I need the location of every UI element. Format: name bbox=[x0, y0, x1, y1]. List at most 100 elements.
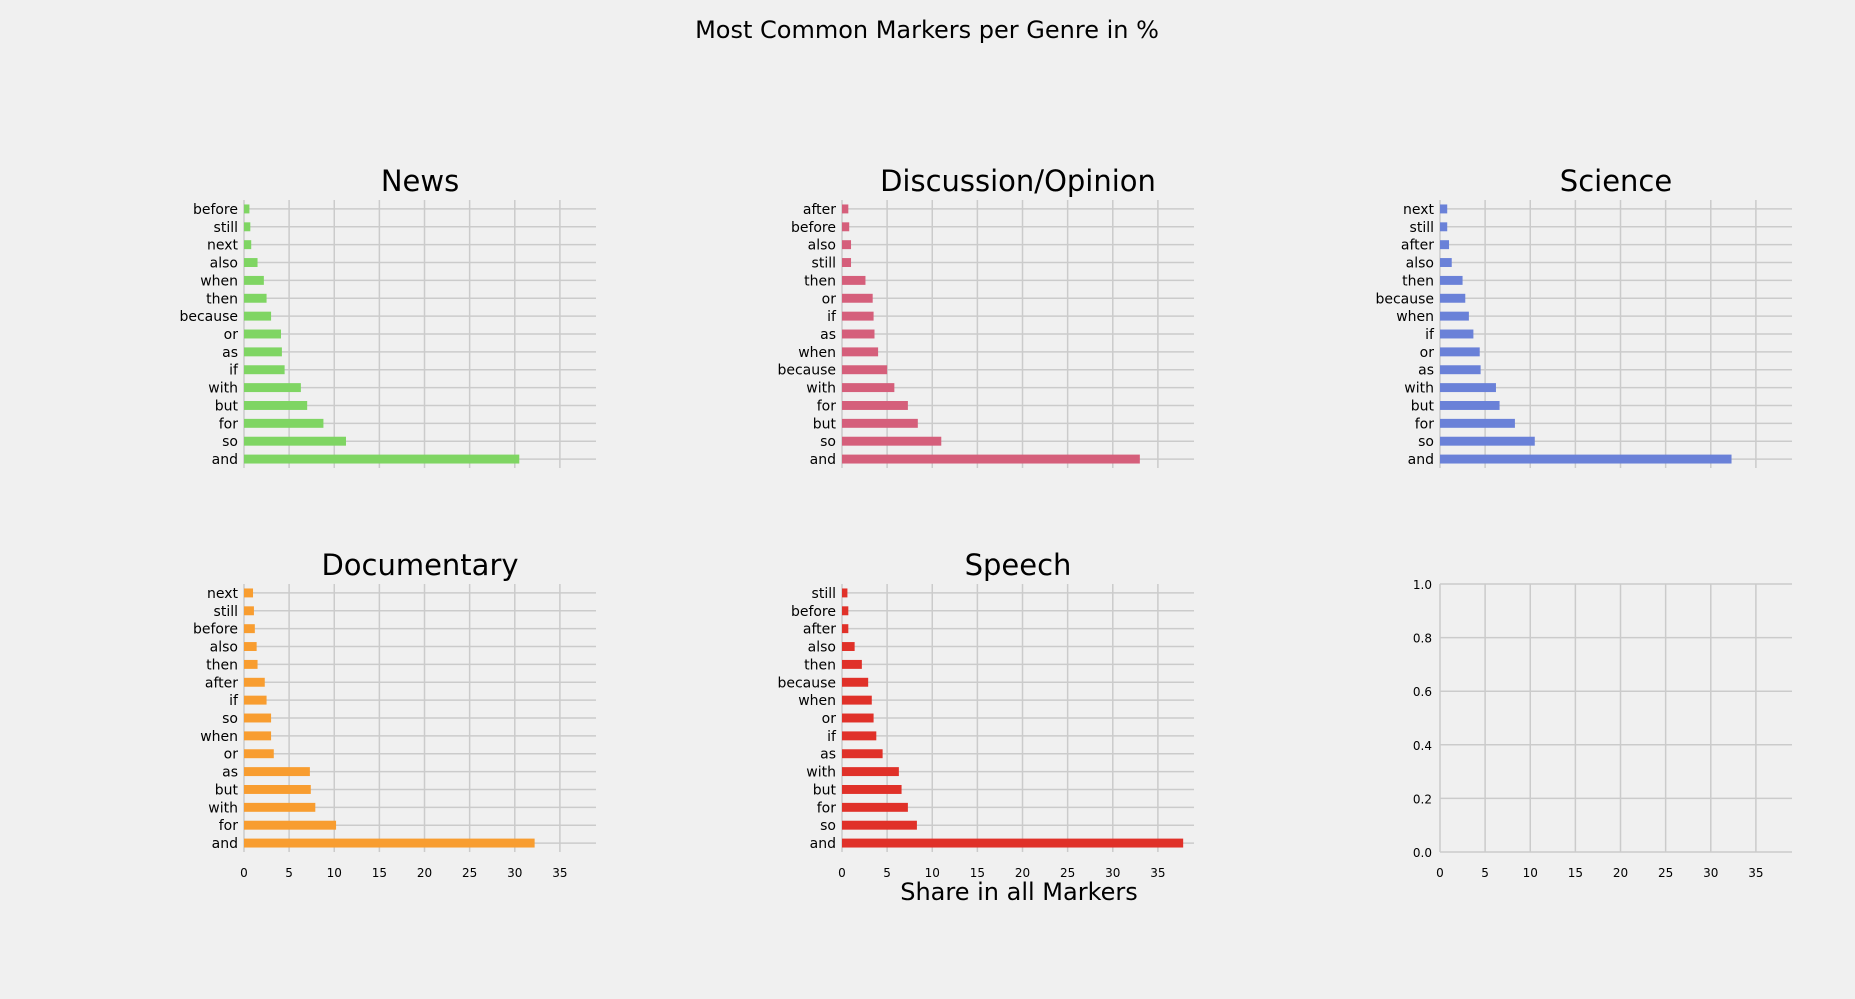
bar-still bbox=[1440, 222, 1448, 232]
category-label: but bbox=[215, 782, 239, 798]
bar-and bbox=[842, 454, 1140, 464]
category-label: also bbox=[808, 640, 836, 656]
bar-or bbox=[244, 749, 274, 759]
bar-as bbox=[842, 329, 875, 339]
bar-still bbox=[244, 222, 251, 232]
category-label: but bbox=[1411, 398, 1435, 414]
category-label: when bbox=[200, 273, 238, 289]
chart-title: Most Common Markers per Genre in % bbox=[695, 16, 1159, 44]
category-label: or bbox=[224, 327, 239, 343]
category-label: still bbox=[214, 604, 238, 620]
category-label: also bbox=[1406, 256, 1434, 272]
category-label: or bbox=[1420, 345, 1435, 361]
bar-with bbox=[842, 767, 899, 777]
x-tick-label: 30 bbox=[1105, 866, 1120, 880]
x-tick-label: 20 bbox=[417, 866, 432, 880]
x-tick-label: 15 bbox=[372, 866, 387, 880]
category-label: still bbox=[812, 586, 836, 602]
category-label: also bbox=[210, 256, 238, 272]
bar-when bbox=[244, 275, 264, 285]
category-label: before bbox=[193, 202, 238, 218]
bar-because bbox=[244, 311, 272, 321]
category-label: if bbox=[1425, 327, 1435, 343]
bar-as bbox=[244, 767, 310, 777]
category-label: and bbox=[212, 452, 238, 468]
category-label: as bbox=[1418, 363, 1434, 379]
category-label: because bbox=[777, 363, 836, 379]
category-label: if bbox=[229, 693, 239, 709]
x-tick-label: 5 bbox=[1481, 866, 1489, 880]
bar-so bbox=[1440, 436, 1535, 446]
x-axis-label: Share in all Markers bbox=[900, 878, 1138, 906]
x-tick-label: 10 bbox=[327, 866, 342, 880]
category-label: with bbox=[1404, 381, 1434, 397]
bar-before bbox=[244, 204, 250, 214]
category-label: for bbox=[817, 800, 836, 816]
bar-still bbox=[244, 606, 254, 616]
y-tick-label: 0.6 bbox=[1413, 685, 1432, 699]
bar-after bbox=[244, 677, 265, 687]
category-label: as bbox=[820, 327, 836, 343]
bar-so bbox=[244, 713, 272, 723]
bar-when bbox=[1440, 311, 1469, 321]
category-label: so bbox=[222, 711, 238, 727]
x-tick-label: 25 bbox=[1060, 866, 1075, 880]
bar-then bbox=[842, 275, 866, 285]
x-tick-label: 0 bbox=[838, 866, 846, 880]
bar-then bbox=[244, 293, 267, 303]
x-tick-label: 25 bbox=[462, 866, 477, 880]
category-label: so bbox=[222, 434, 238, 450]
category-label: because bbox=[1375, 291, 1434, 307]
bar-if bbox=[244, 365, 285, 375]
panel-title: Discussion/Opinion bbox=[880, 164, 1156, 198]
bar-for bbox=[842, 802, 908, 812]
category-label: or bbox=[822, 711, 837, 727]
y-tick-label: 0.4 bbox=[1413, 739, 1432, 753]
bar-as bbox=[244, 347, 282, 357]
category-label: for bbox=[1415, 416, 1434, 432]
category-label: next bbox=[1403, 202, 1435, 218]
category-label: next bbox=[207, 238, 239, 254]
category-label: after bbox=[205, 675, 238, 691]
category-label: when bbox=[798, 693, 836, 709]
bar-then bbox=[244, 659, 258, 669]
category-label: before bbox=[193, 622, 238, 638]
bar-so bbox=[842, 820, 917, 830]
bar-with bbox=[244, 802, 316, 812]
x-tick-label: 35 bbox=[1150, 866, 1165, 880]
bar-also bbox=[1440, 258, 1452, 267]
category-label: as bbox=[820, 747, 836, 763]
bar-or bbox=[244, 329, 282, 339]
category-label: after bbox=[803, 622, 836, 638]
bar-but bbox=[1440, 401, 1500, 410]
category-label: as bbox=[222, 765, 238, 781]
x-tick-label: 20 bbox=[1015, 866, 1030, 880]
bar-then bbox=[842, 659, 862, 669]
y-tick-label: 0.2 bbox=[1413, 792, 1432, 806]
category-label: when bbox=[200, 729, 238, 745]
bar-and bbox=[244, 454, 520, 464]
x-tick-label: 5 bbox=[883, 866, 891, 880]
bar-or bbox=[1440, 347, 1480, 357]
bar-but bbox=[244, 785, 311, 794]
bar-and bbox=[244, 838, 535, 848]
bar-or bbox=[842, 293, 873, 303]
bar-if bbox=[842, 311, 874, 321]
panels-group: andsoforbutwithifasorbecausethenwhenalso… bbox=[179, 164, 1792, 880]
bar-when bbox=[842, 695, 872, 705]
bar-but bbox=[842, 418, 918, 428]
bar-but bbox=[842, 785, 902, 794]
panel-title: Speech bbox=[965, 548, 1072, 582]
x-tick-label: 0 bbox=[240, 866, 248, 880]
category-label: if bbox=[229, 363, 239, 379]
bar-so bbox=[842, 436, 942, 446]
bar-and bbox=[842, 838, 1184, 848]
category-label: then bbox=[804, 273, 836, 289]
category-label: but bbox=[813, 782, 837, 798]
category-label: for bbox=[219, 818, 238, 834]
category-label: when bbox=[798, 345, 836, 361]
